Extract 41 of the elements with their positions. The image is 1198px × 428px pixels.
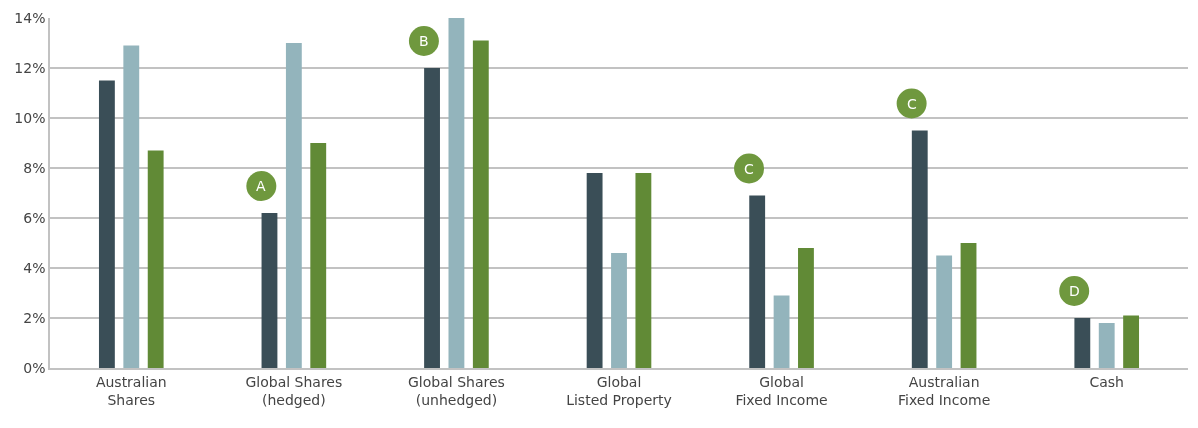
x-tick-label: Global Shares (unhedged) <box>408 373 505 408</box>
bar <box>424 68 440 368</box>
bar <box>285 43 302 368</box>
bar <box>936 255 953 368</box>
x-tick-label: Cash <box>1089 373 1124 390</box>
x-tick-label: Australian Fixed Income <box>898 373 991 408</box>
bar <box>960 243 977 368</box>
annotation: B <box>419 33 429 49</box>
bar <box>472 40 489 368</box>
y-tick-label: 14% <box>14 9 46 26</box>
y-tick-label: 2% <box>23 309 46 326</box>
y-tick-label: 0% <box>23 359 46 376</box>
annotation: D <box>1069 283 1080 299</box>
bar <box>773 295 790 368</box>
bar <box>911 130 928 368</box>
bar <box>1074 318 1091 368</box>
annotation: C <box>907 96 917 112</box>
bar <box>1123 315 1140 368</box>
bar <box>147 150 164 368</box>
x-tick-label: Global Fixed Income <box>735 373 828 408</box>
bar <box>798 248 814 368</box>
annotation: A <box>256 178 266 194</box>
bar <box>635 173 652 368</box>
bar <box>98 80 115 368</box>
bar <box>123 45 140 368</box>
y-tick-label: 12% <box>14 59 46 76</box>
y-tick-label: 4% <box>23 259 46 276</box>
bar <box>586 173 603 368</box>
y-tick-label: 6% <box>23 209 46 226</box>
x-tick-label: Australian Shares <box>95 373 167 408</box>
y-tick-label: 10% <box>14 109 46 126</box>
bar <box>749 195 766 368</box>
annotation: C <box>744 161 754 177</box>
bar <box>310 143 327 368</box>
x-tick-label: Global Shares (hedged) <box>245 373 343 408</box>
bar <box>261 213 278 368</box>
x-tick-label: Global Listed Property <box>566 373 672 408</box>
bar <box>1098 323 1115 368</box>
y-tick-label: 8% <box>23 159 46 176</box>
bar <box>611 253 627 368</box>
bar <box>448 18 465 368</box>
